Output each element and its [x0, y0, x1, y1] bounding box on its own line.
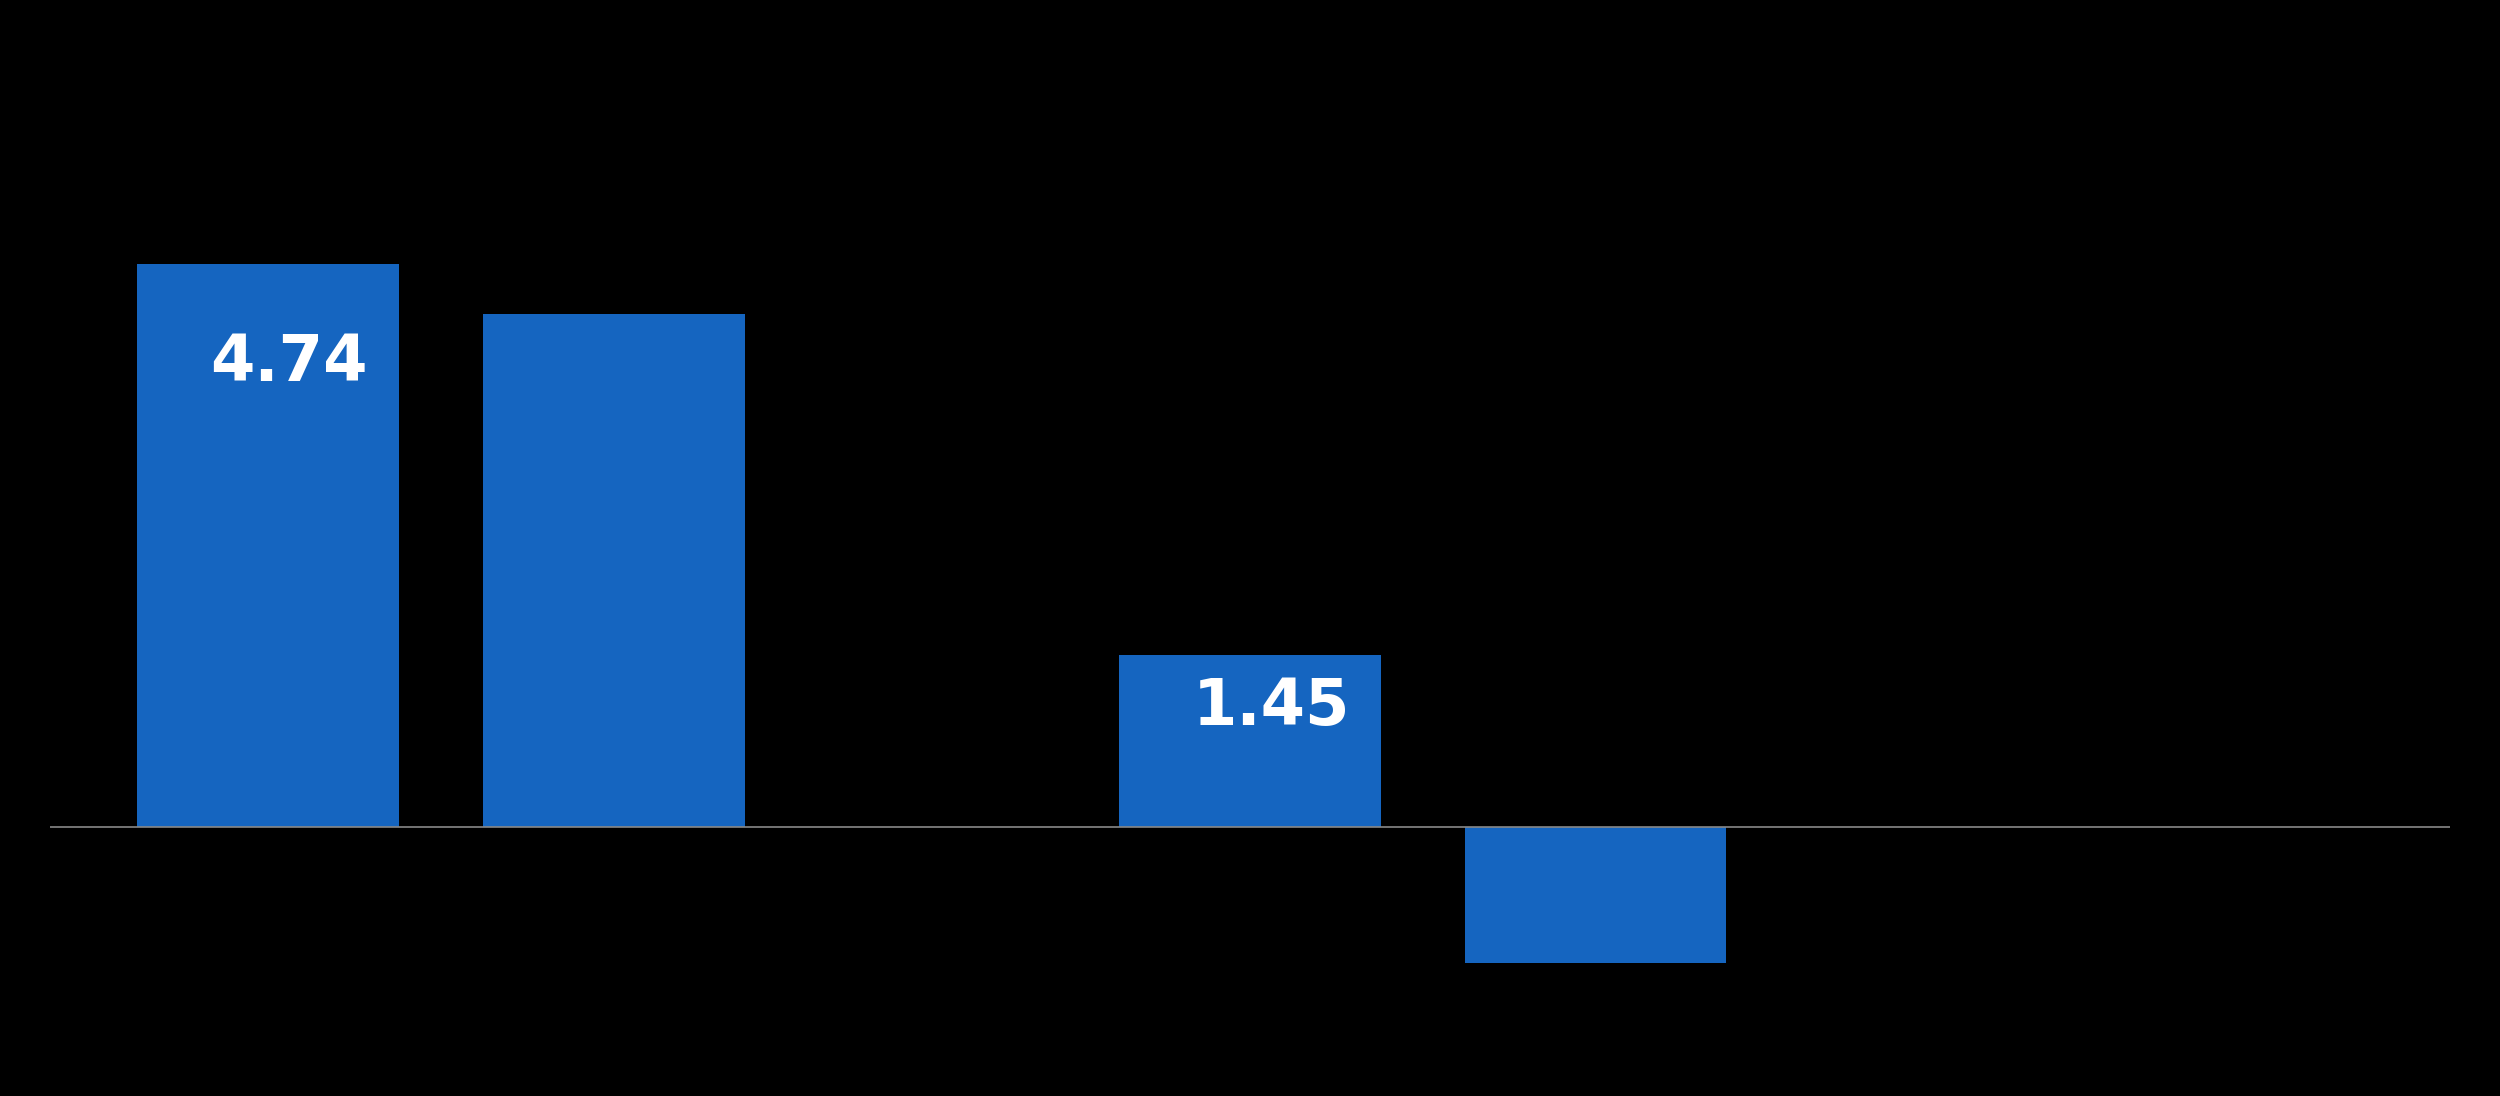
Text: 4.74: 4.74 [210, 332, 368, 393]
Bar [1120, 655, 1380, 827]
Text: 1.45: 1.45 [1192, 675, 1350, 738]
Bar [1465, 827, 1728, 962]
Bar [482, 313, 745, 827]
Bar [138, 264, 400, 827]
